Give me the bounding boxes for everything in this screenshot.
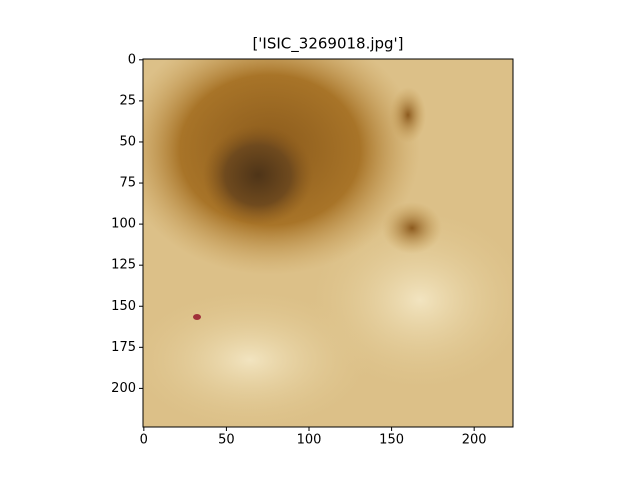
x-tick-label: 100 (297, 433, 322, 448)
y-tick-label: 100 (111, 217, 136, 232)
image (143, 59, 513, 427)
y-tick-label: 75 (119, 176, 136, 191)
x-tick-label: 150 (379, 433, 404, 448)
plot-frame (142, 58, 514, 428)
y-tick-label: 0 (128, 52, 136, 67)
chart-title: ['ISIC_3269018.jpg'] (252, 35, 403, 54)
y-tick-label: 125 (111, 258, 136, 273)
y-tick-label: 25 (119, 93, 136, 108)
y-tick-label: 50 (119, 134, 136, 149)
x-tick-label: 50 (218, 433, 235, 448)
y-tick-label: 175 (111, 340, 136, 355)
x-tick-label: 200 (462, 433, 487, 448)
y-tick-label: 150 (111, 299, 136, 314)
y-tick-label: 200 (111, 381, 136, 396)
x-tick-label: 0 (140, 433, 148, 448)
